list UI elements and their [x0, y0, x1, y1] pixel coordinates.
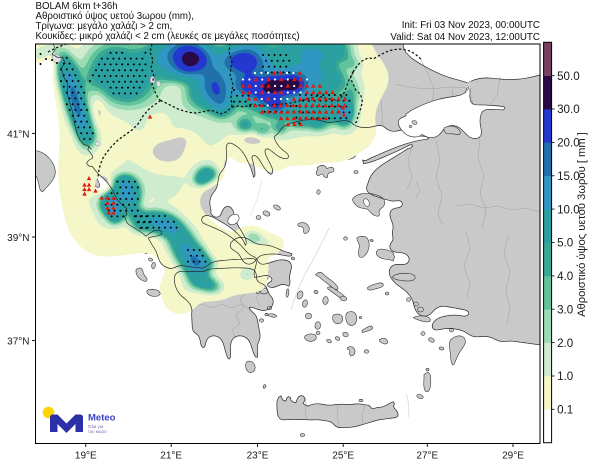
svg-text:τον καιρό: τον καιρό	[88, 428, 107, 434]
svg-text:Αθροιστικό ύψος υετού 3ωρου (m: Αθροιστικό ύψος υετού 3ωρου (mm),	[36, 11, 194, 22]
svg-text:5.0: 5.0	[557, 237, 573, 250]
svg-text:21°E: 21°E	[160, 451, 182, 462]
svg-text:29°E: 29°E	[502, 451, 524, 462]
svg-text:41°N: 41°N	[7, 129, 29, 140]
svg-text:3.0: 3.0	[557, 303, 573, 316]
svg-text:37°N: 37°N	[7, 337, 29, 348]
svg-text:BOLAM 6km t+36h: BOLAM 6km t+36h	[36, 1, 118, 12]
svg-text:50.0: 50.0	[557, 70, 580, 83]
svg-text:Αθροιστικό ύψος υετού 3ωρου [: Αθροιστικό ύψος υετού 3ωρου [ mm ]	[576, 132, 588, 317]
svg-text:10.0: 10.0	[557, 203, 580, 216]
svg-text:4.0: 4.0	[557, 270, 573, 283]
svg-text:25°E: 25°E	[332, 451, 354, 462]
svg-text:20.0: 20.0	[557, 137, 580, 150]
svg-text:19°E: 19°E	[75, 451, 97, 462]
svg-text:0.1: 0.1	[557, 404, 573, 417]
svg-text:2.0: 2.0	[557, 337, 573, 350]
svg-text:Κουκίδες: μικρό χαλάζι < 2 cm: Κουκίδες: μικρό χαλάζι < 2 cm (λευκές σε…	[36, 31, 300, 42]
svg-text:39°N: 39°N	[7, 233, 29, 244]
svg-text:23°E: 23°E	[247, 451, 269, 462]
svg-text:Όλα για: Όλα για	[87, 424, 104, 429]
svg-text:27°E: 27°E	[416, 451, 438, 462]
svg-text:Τρίγωνα: μεγάλο χαλάζι > 2 cm,: Τρίγωνα: μεγάλο χαλάζι > 2 cm,	[36, 21, 173, 32]
svg-text:Valid: Sat 04 Nov 2023, 12:00U: Valid: Sat 04 Nov 2023, 12:00UTC	[390, 32, 540, 43]
svg-text:15.0: 15.0	[557, 170, 580, 183]
svg-text:Init: Fri 03 Nov 2023, 00:00UT: Init: Fri 03 Nov 2023, 00:00UTC	[402, 20, 540, 31]
svg-text:1.0: 1.0	[557, 370, 573, 383]
svg-text:Meteo: Meteo	[88, 413, 116, 424]
svg-text:30.0: 30.0	[557, 103, 580, 116]
